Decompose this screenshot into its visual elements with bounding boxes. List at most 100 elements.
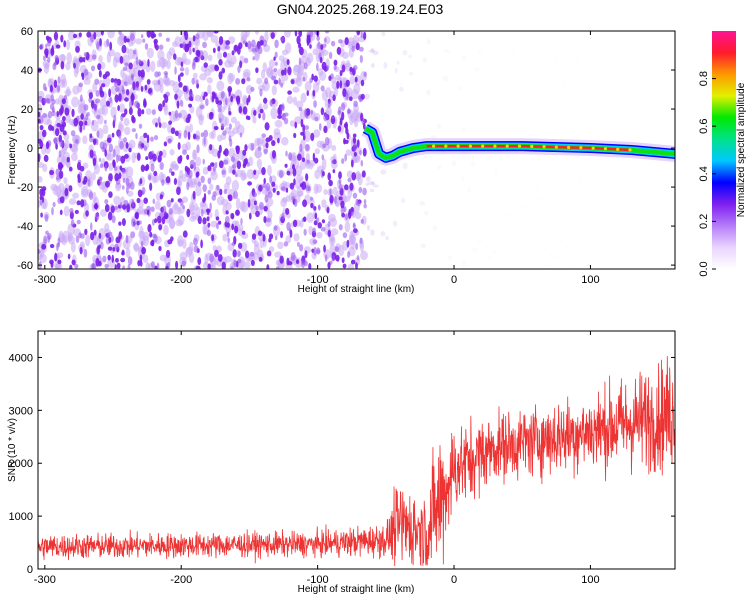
noise-speckle — [214, 249, 219, 258]
noise-speckle — [106, 137, 112, 143]
noise-speckle — [143, 132, 148, 139]
noise-speckle — [138, 123, 143, 129]
noise-speckle — [41, 129, 47, 138]
noise-faint — [523, 204, 529, 210]
noise-speckle — [62, 116, 66, 122]
noise-speckle — [159, 161, 164, 171]
noise-speckle — [130, 93, 135, 102]
noise-speckle — [216, 102, 222, 109]
noise-speckle — [129, 33, 135, 42]
noise-faint — [394, 67, 398, 74]
noise-speckle — [339, 117, 343, 126]
noise-speckle — [301, 181, 307, 191]
noise-speckle — [362, 187, 367, 196]
noise-haze — [270, 175, 277, 183]
noise-speckle — [167, 138, 172, 144]
noise-speckle — [238, 106, 243, 114]
noise-speckle — [200, 132, 205, 138]
y-tick-label: 4000 — [9, 352, 33, 364]
noise-faint — [370, 181, 376, 186]
ridge-peak-dot — [542, 145, 546, 149]
noise-haze — [206, 31, 215, 38]
noise-speckle — [120, 257, 126, 263]
noise-speckle — [139, 178, 143, 185]
noise-speckle — [243, 57, 249, 64]
noise-speckle — [108, 88, 112, 98]
y-tick-label: 3000 — [9, 405, 33, 417]
noise-speckle — [352, 192, 358, 199]
noise-speckle — [309, 44, 312, 49]
noise-speckle — [39, 43, 44, 50]
noise-haze — [203, 261, 209, 269]
noise-speckle — [153, 234, 158, 243]
ridge-peak-dot — [554, 145, 558, 149]
noise-speckle — [213, 31, 219, 34]
noise-haze — [313, 183, 319, 195]
noise-speckle — [257, 230, 263, 236]
noise-haze — [293, 233, 300, 242]
noise-speckle — [228, 110, 232, 116]
noise-speckle — [280, 69, 285, 76]
noise-haze — [93, 164, 100, 175]
noise-speckle — [119, 140, 124, 150]
noise-speckle — [312, 239, 318, 245]
noise-speckle — [258, 201, 264, 210]
noise-speckle — [152, 198, 156, 205]
noise-speckle — [49, 259, 54, 265]
x-tick-label: 100 — [581, 274, 599, 286]
noise-speckle — [75, 139, 79, 144]
noise-faint — [553, 110, 558, 114]
noise-speckle — [159, 194, 164, 200]
noise-speckle — [229, 138, 233, 148]
noise-speckle — [192, 47, 195, 53]
noise-speckle — [137, 107, 142, 117]
noise-speckle — [108, 191, 113, 198]
noise-haze — [309, 159, 316, 167]
noise-speckle — [188, 47, 192, 56]
noise-faint — [617, 60, 621, 66]
noise-speckle — [217, 45, 221, 52]
noise-speckle — [353, 65, 358, 71]
heatmap-x-ticks: -300 -200 -100 0 100 — [34, 31, 600, 286]
noise-speckle — [214, 64, 219, 70]
noise-speckle — [313, 100, 317, 108]
noise-haze — [113, 51, 122, 63]
noise-speckle — [56, 122, 61, 128]
noise-haze — [264, 31, 269, 43]
noise-speckle — [161, 216, 166, 225]
noise-speckle — [356, 31, 361, 36]
noise-haze — [329, 217, 338, 228]
noise-speckle — [167, 261, 171, 269]
noise-speckle — [233, 44, 239, 52]
noise-speckle — [84, 120, 88, 126]
noise-speckle — [120, 155, 126, 164]
noise-speckle — [295, 259, 300, 265]
noise-speckle — [76, 200, 81, 206]
noise-speckle — [218, 35, 224, 45]
noise-speckle — [230, 266, 234, 269]
noise-speckle — [38, 249, 41, 254]
noise-speckle — [79, 246, 83, 255]
noise-speckle — [92, 54, 97, 60]
noise-speckle — [221, 261, 226, 269]
noise-speckle — [354, 76, 358, 83]
noise-speckle — [56, 242, 59, 252]
ridge-peak-dot — [530, 144, 534, 148]
noise-speckle — [345, 92, 349, 100]
noise-haze — [313, 129, 321, 138]
noise-speckle — [297, 241, 300, 247]
noise-haze — [330, 228, 339, 236]
noise-speckle — [277, 114, 283, 119]
noise-speckle — [44, 86, 48, 92]
noise-haze — [207, 84, 212, 95]
noise-speckle — [320, 85, 325, 92]
noise-speckle — [173, 178, 178, 186]
noise-haze — [328, 234, 334, 246]
noise-speckle — [105, 100, 111, 107]
noise-speckle — [104, 204, 110, 213]
noise-speckle — [138, 220, 142, 225]
noise-speckle — [81, 73, 85, 81]
noise-speckle — [152, 153, 157, 162]
noise-faint — [451, 160, 457, 167]
noise-haze — [253, 240, 259, 248]
